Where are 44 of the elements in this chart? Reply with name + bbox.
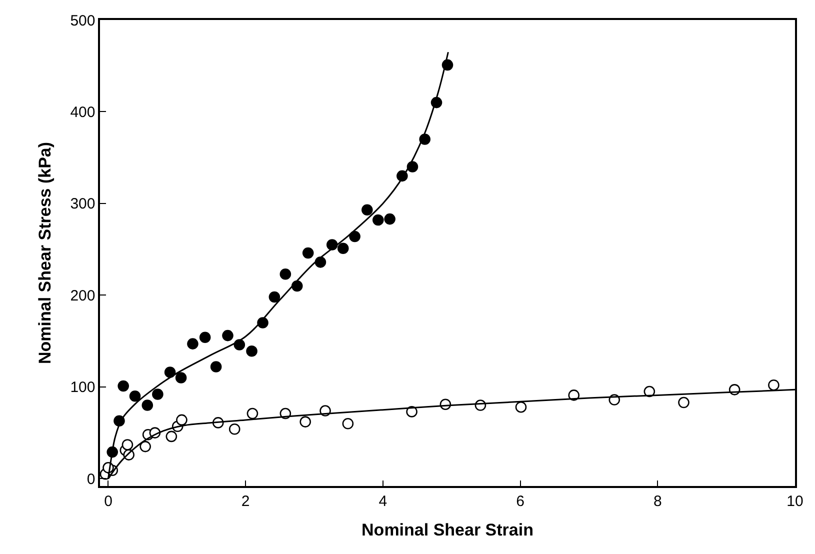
point (300, 416, 311, 428)
point (187, 338, 198, 350)
y-tick-label: 100 (70, 379, 96, 396)
point (342, 418, 354, 430)
x-tick-label: 6 (516, 492, 524, 510)
y-axis-title: Nominal Shear Stress (kPa) (35, 142, 54, 364)
point (142, 400, 154, 411)
x-tick-label: 8 (653, 492, 662, 510)
point (384, 213, 396, 225)
x-tick-label: 0 (104, 492, 112, 510)
point (129, 390, 141, 402)
point (362, 204, 373, 216)
point (246, 346, 258, 357)
point (164, 366, 176, 378)
point (176, 414, 188, 426)
point (118, 380, 129, 392)
point (210, 361, 222, 372)
y-tick-label: 200 (70, 287, 96, 304)
x-tick-label: 10 (786, 492, 804, 510)
point (302, 247, 314, 259)
point (768, 379, 780, 391)
point (678, 396, 690, 408)
y-tick-label: 400 (70, 104, 96, 121)
point (122, 439, 134, 450)
x-tick-label: 2 (241, 492, 250, 510)
x-axis-title: Nominal Shear Strain (362, 520, 534, 540)
point (372, 214, 384, 226)
y-tick-label: 500 (70, 12, 96, 30)
point (222, 330, 234, 342)
point (152, 388, 164, 400)
point (166, 430, 178, 442)
point (337, 242, 349, 254)
point (175, 372, 187, 384)
point (246, 408, 258, 420)
point (280, 268, 292, 280)
point (140, 440, 151, 452)
point (199, 332, 211, 344)
y-tick-label: 0 (86, 470, 96, 488)
x-tick-label: 4 (378, 492, 388, 510)
point (228, 423, 240, 435)
point (268, 291, 280, 303)
point (349, 230, 360, 242)
point (515, 401, 527, 413)
y-tick-label: 300 (70, 196, 96, 213)
